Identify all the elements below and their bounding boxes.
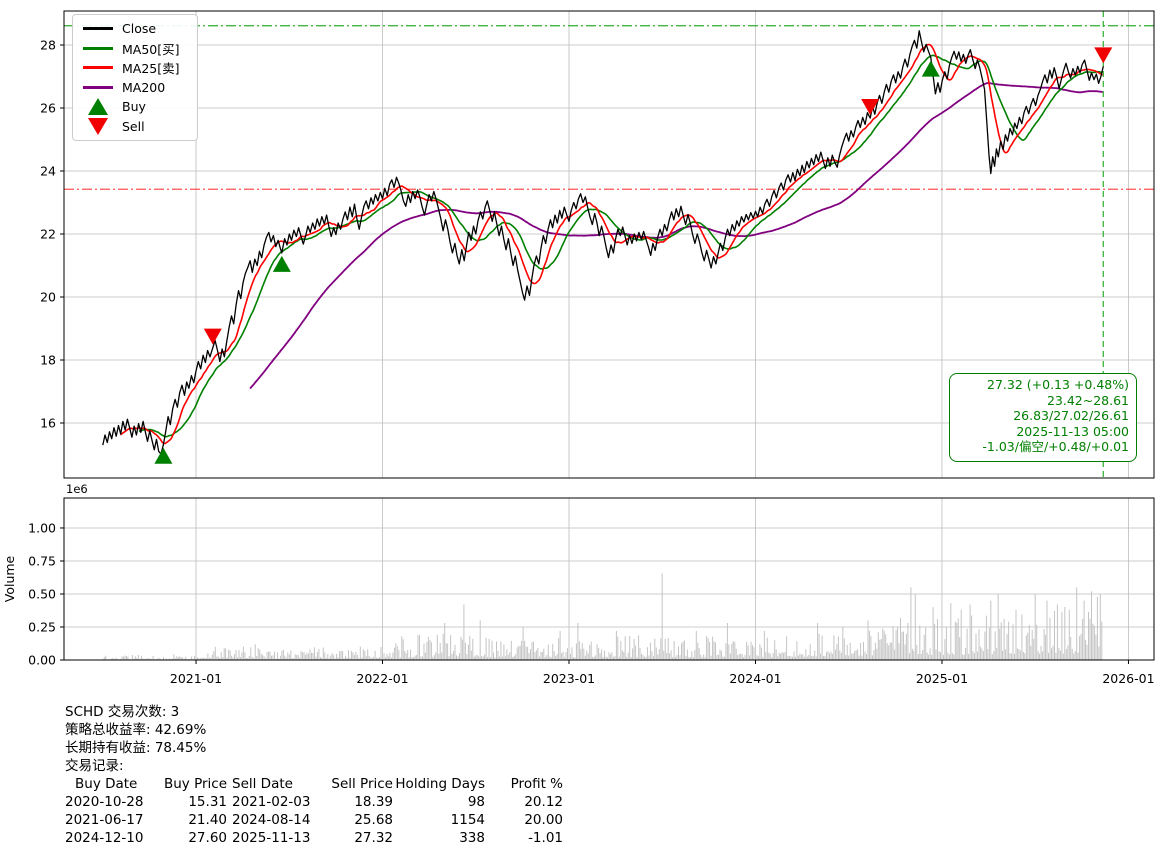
trade-row-profit: 20.12 bbox=[524, 794, 563, 810]
trade-row-sell-price: 18.39 bbox=[354, 794, 393, 810]
strategy-stats: SCHD 交易次数: 3 策略总收益率: 42.69% 长期持有收益: 78.4… bbox=[65, 703, 563, 847]
price-volume-chart: 16 18 20 22 24 26 28 0.00 0.25 0.50 0.75 1.00 2021-0… bbox=[2, 10, 1155, 686]
col-header-buy-date: Buy Date bbox=[75, 776, 138, 792]
legend-label: Buy bbox=[122, 99, 146, 115]
col-header-sell-price: Sell Price bbox=[331, 776, 393, 792]
strategy-return-line: 策略总收益率: 42.69% bbox=[65, 722, 207, 738]
ma200-line bbox=[249, 82, 1103, 390]
ma50-line-swatch bbox=[81, 46, 115, 50]
col-header-sell-date: Sell Date bbox=[232, 776, 293, 792]
close-line bbox=[102, 30, 1104, 455]
trade-row-sell-date: 2024-08-14 bbox=[232, 812, 311, 828]
trade-row-buy-date: 2020-10-28 bbox=[65, 794, 144, 810]
main-plot-border bbox=[63, 10, 1155, 479]
trade-row-buy-price: 27.60 bbox=[188, 830, 227, 846]
x-tick-label: 2023-01 bbox=[543, 671, 595, 686]
annotation-signal: -1.03/偏空/+0.48/+0.01 bbox=[982, 439, 1129, 455]
ma25-line-swatch bbox=[81, 66, 115, 70]
volume-y-tick-label: 0.75 bbox=[28, 553, 56, 568]
trade-count-line: SCHD 交易次数: 3 bbox=[65, 704, 180, 720]
price-y-tick-label: 18 bbox=[40, 352, 56, 367]
volume-axis-title: Volume bbox=[2, 555, 17, 602]
trade-row-sell-date: 2025-11-13 bbox=[232, 830, 311, 846]
trade-row-sell-date: 2021-02-03 bbox=[232, 794, 311, 810]
trade-row-holding-days: 338 bbox=[459, 830, 485, 846]
volume-plot-border bbox=[63, 497, 1155, 661]
volume-y-tick-label: 0.50 bbox=[28, 586, 56, 601]
sell-marker bbox=[203, 328, 222, 345]
trade-table: Buy Date Buy Price Sell Date Sell Price … bbox=[65, 775, 563, 847]
hold-return-line: 长期持有收益: 78.45% bbox=[65, 740, 207, 756]
annotation-range: 23.42~28.61 bbox=[1046, 392, 1129, 408]
buy-marker bbox=[272, 255, 291, 272]
legend-item-ma200: MA200 bbox=[81, 78, 191, 98]
annotation-datetime: 2025-11-13 05:00 bbox=[1016, 423, 1129, 439]
trade-row-profit: -1.01 bbox=[528, 830, 563, 846]
x-tick-label: 2022-01 bbox=[356, 671, 408, 686]
buy-triangle-icon bbox=[81, 98, 115, 116]
x-tick-label: 2025-01 bbox=[916, 671, 968, 686]
col-header-buy-price: Buy Price bbox=[163, 776, 227, 792]
legend-item-ma50: MA50[买] bbox=[81, 39, 191, 59]
price-y-tick-label: 26 bbox=[40, 100, 56, 115]
axis-labels: 16 18 20 22 24 26 28 0.00 0.25 0.50 0.75 1.00 2021-0… bbox=[28, 37, 1154, 686]
volume-y-tick-label: 0.00 bbox=[28, 652, 56, 667]
trade-row-sell-price: 27.32 bbox=[354, 830, 393, 846]
trade-row-buy-date: 2024-12-10 bbox=[65, 830, 144, 846]
legend-label: MA50[买] bbox=[122, 41, 180, 57]
x-tick-label: 2026-01 bbox=[1102, 671, 1154, 686]
trade-row-buy-date: 2021-06-17 bbox=[65, 812, 144, 828]
legend-label: Sell bbox=[122, 118, 145, 134]
trade-log-title: 交易记录: bbox=[65, 758, 124, 774]
price-y-tick-label: 20 bbox=[40, 289, 56, 304]
price-y-tick-label: 16 bbox=[40, 415, 56, 430]
trade-row-profit: 20.00 bbox=[524, 812, 563, 828]
ma50-line bbox=[138, 54, 1103, 438]
buy-marker bbox=[154, 447, 173, 464]
legend-item-sell: Sell bbox=[81, 117, 191, 137]
price-y-tick-label: 22 bbox=[40, 226, 56, 241]
annotation-ma-values: 26.83/27.02/26.61 bbox=[1013, 408, 1129, 424]
volume-bars bbox=[102, 573, 1103, 660]
col-header-profit: Profit % bbox=[510, 776, 563, 792]
price-annotation-box: 27.32 (+0.13 +0.48%) 23.42~28.61 26.83/2… bbox=[949, 373, 1137, 462]
ma200-line-swatch bbox=[81, 85, 115, 89]
trade-row-sell-price: 25.68 bbox=[354, 812, 393, 828]
legend-label: MA200 bbox=[122, 79, 166, 95]
x-tick-label: 2024-01 bbox=[729, 671, 781, 686]
trade-row-holding-days: 1154 bbox=[450, 812, 485, 828]
trade-row-holding-days: 98 bbox=[467, 794, 485, 810]
legend-label: Close bbox=[122, 21, 157, 37]
trade-row-buy-price: 15.31 bbox=[188, 794, 227, 810]
price-y-tick-label: 28 bbox=[40, 37, 56, 52]
close-line-swatch bbox=[81, 27, 115, 31]
x-tick-label: 2021-01 bbox=[170, 671, 222, 686]
col-header-holding-days: Holding Days bbox=[395, 776, 485, 792]
legend-item-buy: Buy bbox=[81, 97, 191, 117]
annotation-last-price: 27.32 (+0.13 +0.48%) bbox=[987, 377, 1129, 392]
trade-row-buy-price: 21.40 bbox=[188, 812, 227, 828]
legend-item-close: Close bbox=[81, 19, 191, 39]
sell-triangle-icon bbox=[81, 117, 115, 135]
volume-offset-label: 1e6 bbox=[66, 482, 88, 496]
volume-y-tick-label: 0.25 bbox=[28, 619, 56, 634]
sell-marker bbox=[861, 99, 880, 116]
trade-markers bbox=[154, 47, 1113, 464]
price-y-tick-label: 24 bbox=[40, 163, 56, 178]
buy-marker bbox=[921, 60, 940, 77]
sell-marker bbox=[1094, 47, 1113, 64]
legend-label: MA25[卖] bbox=[122, 61, 180, 77]
volume-y-tick-label: 1.00 bbox=[28, 520, 56, 535]
legend-item-ma25: MA25[卖] bbox=[81, 58, 191, 78]
legend: Close MA50[买] MA25[卖] MA200 Buy Sell bbox=[72, 14, 198, 141]
